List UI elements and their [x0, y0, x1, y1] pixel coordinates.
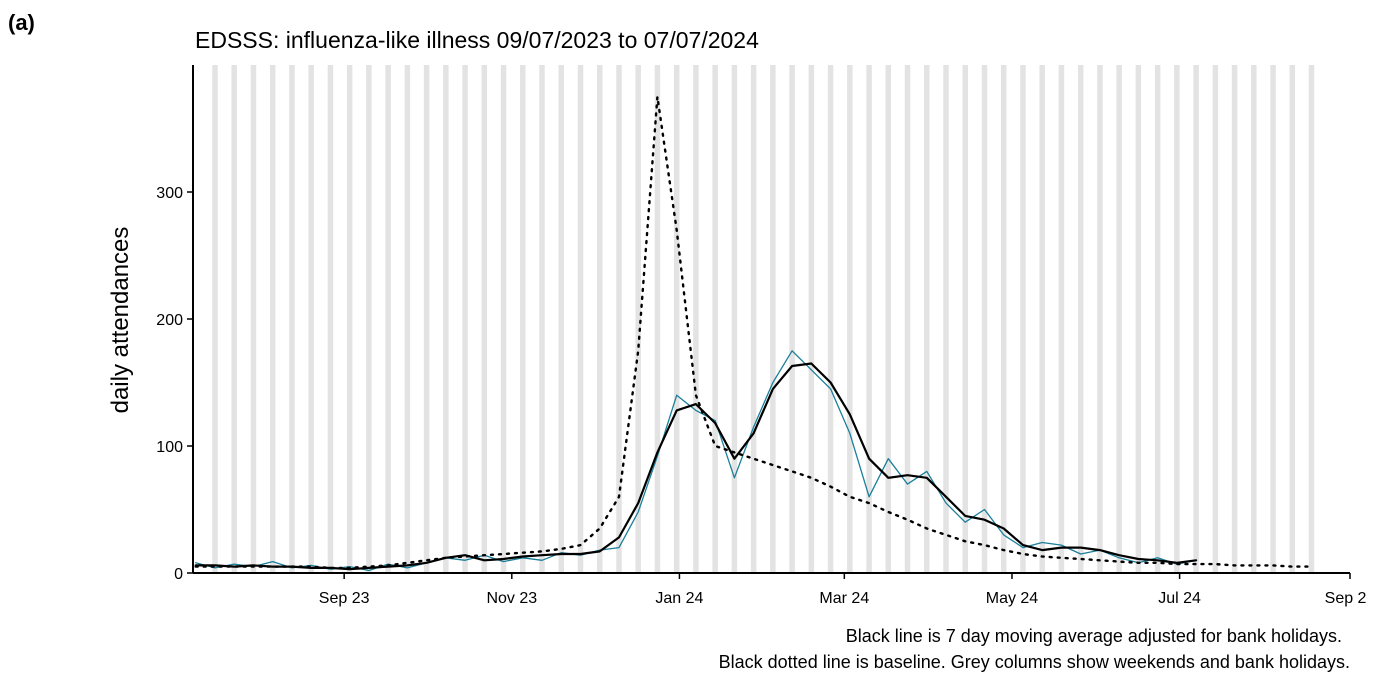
- chart-title: EDSSS: influenza-like illness 09/07/2023…: [195, 27, 759, 53]
- weekend-column: [750, 65, 757, 573]
- weekend-column: [1154, 65, 1161, 573]
- weekend-column: [577, 65, 584, 573]
- series-line: [194, 95, 1313, 570]
- x-tick-label: May 24: [986, 590, 1039, 607]
- weekend-column: [481, 65, 488, 573]
- weekend-column: [1289, 65, 1296, 573]
- weekend-column: [924, 65, 930, 573]
- weekend-column: [1000, 65, 1007, 573]
- y-tick-label: 0: [174, 566, 183, 583]
- weekend-column: [731, 65, 738, 573]
- weekend-column: [962, 65, 968, 573]
- weekend-column: [712, 65, 718, 573]
- weekend-column: [500, 65, 507, 573]
- y-tick-label: 100: [156, 439, 183, 456]
- y-tick-label: 300: [156, 185, 183, 202]
- weekend-column: [327, 65, 334, 573]
- weekend-column: [1077, 65, 1084, 573]
- weekend-column: [1058, 65, 1065, 573]
- weekend-column: [616, 65, 622, 573]
- weekend-column: [654, 65, 661, 573]
- x-tick-label: Jan 24: [655, 590, 703, 607]
- weekend-column: [1308, 65, 1315, 573]
- weekend-column: [231, 65, 237, 573]
- note: Black line is 7 day moving average adjus…: [846, 626, 1342, 646]
- weekend-column: [558, 65, 565, 573]
- weekend-column: [1270, 65, 1276, 573]
- weekend-column: [539, 65, 545, 573]
- weekend-column: [1193, 65, 1199, 573]
- weekend-column: [385, 65, 391, 573]
- x-tick-label: Mar 24: [819, 590, 869, 607]
- weekend-column: [789, 65, 795, 573]
- series-line: [194, 362, 1198, 571]
- weekend-column: [885, 65, 892, 573]
- weekend-column: [250, 65, 257, 573]
- weekend-column: [1251, 65, 1257, 573]
- x-tick-label: Jul 24: [1158, 590, 1201, 607]
- weekend-column: [1231, 65, 1238, 573]
- weekend-column: [847, 65, 853, 573]
- weekend-column: [423, 65, 430, 573]
- weekend-column: [462, 65, 468, 573]
- weekend-column: [866, 65, 872, 573]
- weekend-column: [443, 65, 449, 573]
- x-tick-label: Sep 24: [1325, 590, 1376, 607]
- weekend-column: [943, 65, 949, 573]
- weekend-column: [1174, 65, 1180, 573]
- weekend-column: [346, 65, 353, 573]
- weekend-column: [212, 65, 218, 573]
- weekend-column: [596, 65, 603, 573]
- weekend-column: [827, 65, 834, 573]
- weekend-column: [520, 65, 526, 573]
- weekend-column: [1020, 65, 1026, 573]
- x-tick-label: Nov 23: [486, 590, 537, 607]
- weekend-column: [366, 65, 372, 573]
- weekend-column: [1135, 65, 1142, 573]
- weekend-column: [673, 65, 680, 573]
- y-tick-label: 200: [156, 312, 183, 329]
- weekend-column: [1097, 65, 1103, 573]
- weekend-column: [904, 65, 911, 573]
- weekend-column: [635, 65, 641, 573]
- weekend-column: [1116, 65, 1122, 573]
- weekend-column: [1039, 65, 1045, 573]
- weekend-column: [693, 65, 699, 573]
- weekend-column: [308, 65, 314, 573]
- x-tick-label: Sep 23: [319, 590, 370, 607]
- x-ticks: Sep 23 Nov 23 Jan 24 Mar 24 May 24 Jul 24 Sep …: [319, 573, 1376, 607]
- panel-label: (a): [8, 10, 35, 35]
- weekend-column: [269, 65, 276, 573]
- weekend-column: [981, 65, 988, 573]
- weekend-column: [770, 65, 776, 573]
- weekend-column: [808, 65, 815, 573]
- weekend-column: [1212, 65, 1219, 573]
- y-axis-label: daily attendances: [107, 227, 134, 414]
- note: Black dotted line is baseline. Grey colu…: [719, 652, 1350, 672]
- weekend-column: [289, 65, 295, 573]
- weekend-column: [404, 65, 411, 573]
